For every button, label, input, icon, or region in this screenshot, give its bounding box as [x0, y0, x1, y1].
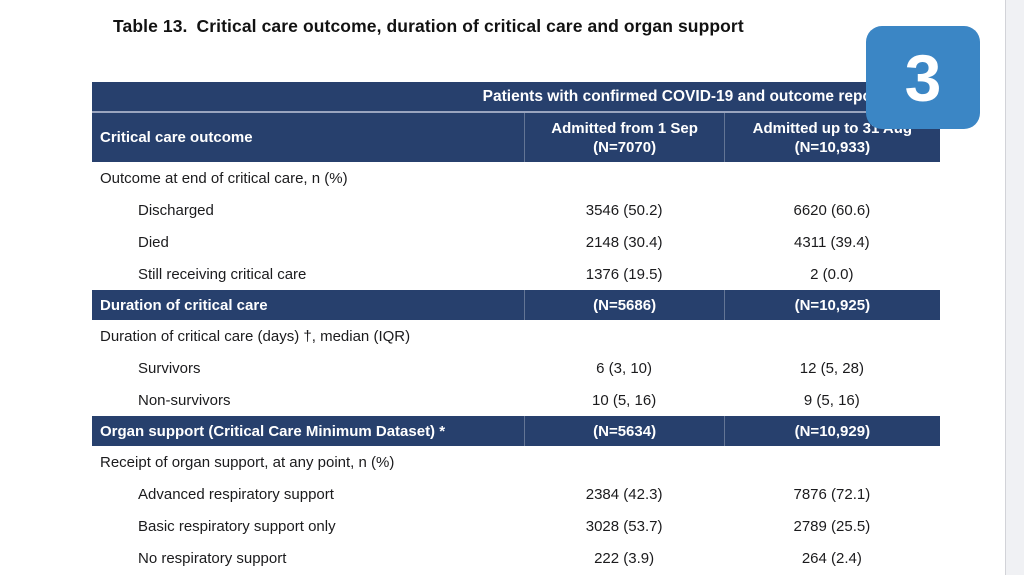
table-group-row: Receipt of organ support, at any point, … — [92, 446, 940, 478]
cell-value: 2384 (42.3) — [585, 485, 663, 503]
table-header-row: Critical care outcome Admitted from 1 Se… — [92, 113, 940, 162]
cell-value: 264 (2.4) — [801, 549, 862, 567]
row-label: Basic respiratory support only — [138, 517, 336, 535]
table-spanner-row: Patients with confirmed COVID-19 and out… — [92, 82, 940, 113]
cell-value: 3028 (53.7) — [585, 517, 663, 535]
table-group-row: Duration of critical care (days) †, medi… — [92, 320, 940, 352]
table-number: Table 13. — [113, 16, 188, 36]
table-group-row: Outcome at end of critical care, n (%) — [92, 162, 940, 194]
cell-value: 10 (5, 16) — [591, 391, 657, 409]
column-header-n: (N=10,933) — [794, 138, 871, 156]
cell-value: 2 (0.0) — [810, 265, 854, 283]
scrollbar-track[interactable] — [1005, 0, 1024, 575]
table-row: Still receiving critical care 1376 (19.5… — [92, 258, 940, 290]
section-n: (N=10,929) — [723, 416, 940, 446]
section-label: Organ support (Critical Care Minimum Dat… — [100, 422, 446, 440]
cell-value: 4311 (39.4) — [794, 233, 870, 251]
section-n: (N=5634) — [524, 416, 723, 446]
section-n: (N=5686) — [524, 290, 723, 320]
table-row: No respiratory support 222 (3.9) 264 (2.… — [92, 542, 940, 574]
column-header-line1: Admitted from 1 Sep — [551, 119, 698, 137]
row-label: Outcome at end of critical care, n (%) — [100, 169, 348, 187]
page-title: Table 13. Critical care outcome, duration… — [113, 16, 744, 37]
column-header-n: (N=7070) — [593, 138, 657, 156]
cell-value: 3546 (50.2) — [585, 201, 663, 219]
cell-value: 2148 (30.4) — [585, 233, 663, 251]
table-row: Non-survivors 10 (5, 16) 9 (5, 16) — [92, 384, 940, 416]
cell-value: 6620 (60.6) — [793, 201, 871, 219]
table-row: Died 2148 (30.4) 4311 (39.4) — [92, 226, 940, 258]
cell-value: 7876 (72.1) — [793, 485, 871, 503]
cell-value: 2789 (25.5) — [793, 517, 871, 535]
column-header-admitted-from: Admitted from 1 Sep (N=7070) — [524, 113, 723, 162]
table-row: Basic respiratory support only 3028 (53.… — [92, 510, 940, 542]
row-label: Still receiving critical care — [138, 265, 307, 283]
spanner-header: Patients with confirmed COVID-19 and out… — [482, 87, 902, 105]
section-band-row: Duration of critical care (N=5686) (N=10… — [92, 290, 940, 320]
table-title-text: Critical care outcome, duration of criti… — [196, 16, 744, 36]
section-label: Duration of critical care — [100, 296, 268, 314]
column-header-admitted-up-to: Admitted up to 31 Aug (N=10,933) — [723, 113, 940, 162]
row-label: No respiratory support — [138, 549, 287, 567]
table-row: Discharged 3546 (50.2) 6620 (60.6) — [92, 194, 940, 226]
page-number-label: 3 — [904, 40, 942, 115]
section-n: (N=10,925) — [723, 290, 940, 320]
row-label: Died — [138, 233, 169, 251]
cell-value: 12 (5, 28) — [799, 359, 864, 377]
data-table: Patients with confirmed COVID-19 and out… — [92, 82, 940, 574]
row-label: Advanced respiratory support — [138, 485, 334, 503]
row-label: Duration of critical care (days) †, medi… — [100, 327, 411, 345]
row-label: Survivors — [138, 359, 201, 377]
cell-value: 6 (3, 10) — [596, 359, 653, 377]
page-number-badge: 3 — [866, 26, 980, 129]
table-row: Survivors 6 (3, 10) 12 (5, 28) — [92, 352, 940, 384]
row-label: Discharged — [138, 201, 214, 219]
section-band-row: Organ support (Critical Care Minimum Dat… — [92, 416, 940, 446]
row-label: Receipt of organ support, at any point, … — [100, 453, 395, 471]
column-header-outcome: Critical care outcome — [100, 129, 253, 146]
row-label: Non-survivors — [138, 391, 231, 409]
cell-value: 222 (3.9) — [594, 549, 655, 567]
cell-value: 9 (5, 16) — [803, 391, 860, 409]
cell-value: 1376 (19.5) — [585, 265, 663, 283]
table-row: Advanced respiratory support 2384 (42.3)… — [92, 478, 940, 510]
